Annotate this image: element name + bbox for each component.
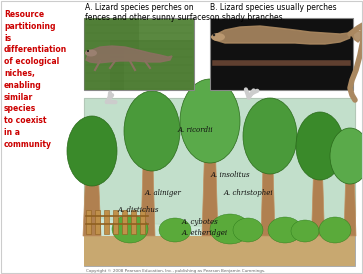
Bar [86,210,91,234]
Ellipse shape [87,50,89,52]
Ellipse shape [243,98,297,174]
Ellipse shape [124,91,180,171]
Ellipse shape [319,217,351,243]
FancyArrowPatch shape [246,89,257,98]
Bar [84,98,355,266]
Ellipse shape [159,218,191,242]
Bar [84,50,124,90]
Bar [131,210,136,234]
Ellipse shape [233,218,263,242]
Polygon shape [202,136,218,236]
Bar [84,236,355,266]
Ellipse shape [180,79,240,163]
Bar [140,210,145,234]
Text: A. aliniger: A. aliniger [144,189,182,197]
Text: A. cybotes: A. cybotes [182,218,219,226]
Bar [104,210,109,234]
Text: A. christophei: A. christophei [223,189,273,197]
Bar [110,40,194,90]
Ellipse shape [268,217,302,243]
Bar [84,18,194,90]
Polygon shape [311,156,325,236]
Bar [95,210,100,234]
Ellipse shape [291,220,319,242]
Ellipse shape [67,116,117,186]
Ellipse shape [112,215,148,243]
Bar [84,18,139,54]
Polygon shape [215,26,350,44]
Text: A. ricordii: A. ricordii [177,126,213,134]
Text: A. distichus: A. distichus [117,206,159,214]
Polygon shape [141,146,155,236]
Polygon shape [344,166,356,236]
FancyArrowPatch shape [107,93,115,102]
Text: A. insolitus: A. insolitus [210,171,250,179]
Ellipse shape [211,33,225,41]
Text: Resource
partitioning
is
differentiation
of ecological
niches,
enabling
similar
: Resource partitioning is differentiation… [4,10,67,149]
Ellipse shape [213,34,215,36]
Bar [113,210,118,234]
Polygon shape [350,30,362,42]
Bar [210,18,353,90]
Text: A. Lizard species perches on
fences and other sunny surfaces.: A. Lizard species perches on fences and … [85,3,212,22]
Polygon shape [86,46,172,63]
Text: B. Lizard species usually perches
on shady branches.: B. Lizard species usually perches on sha… [210,3,337,22]
Ellipse shape [296,112,344,180]
Text: Copyright © 2008 Pearson Education, Inc., publishing as Pearson Benjamin Cumming: Copyright © 2008 Pearson Education, Inc.… [86,269,265,273]
Bar [122,210,127,234]
Polygon shape [83,166,101,236]
Polygon shape [261,148,275,236]
Ellipse shape [210,214,250,244]
Text: A. etheridgei: A. etheridgei [182,229,228,237]
Ellipse shape [85,50,97,56]
Ellipse shape [330,128,363,184]
